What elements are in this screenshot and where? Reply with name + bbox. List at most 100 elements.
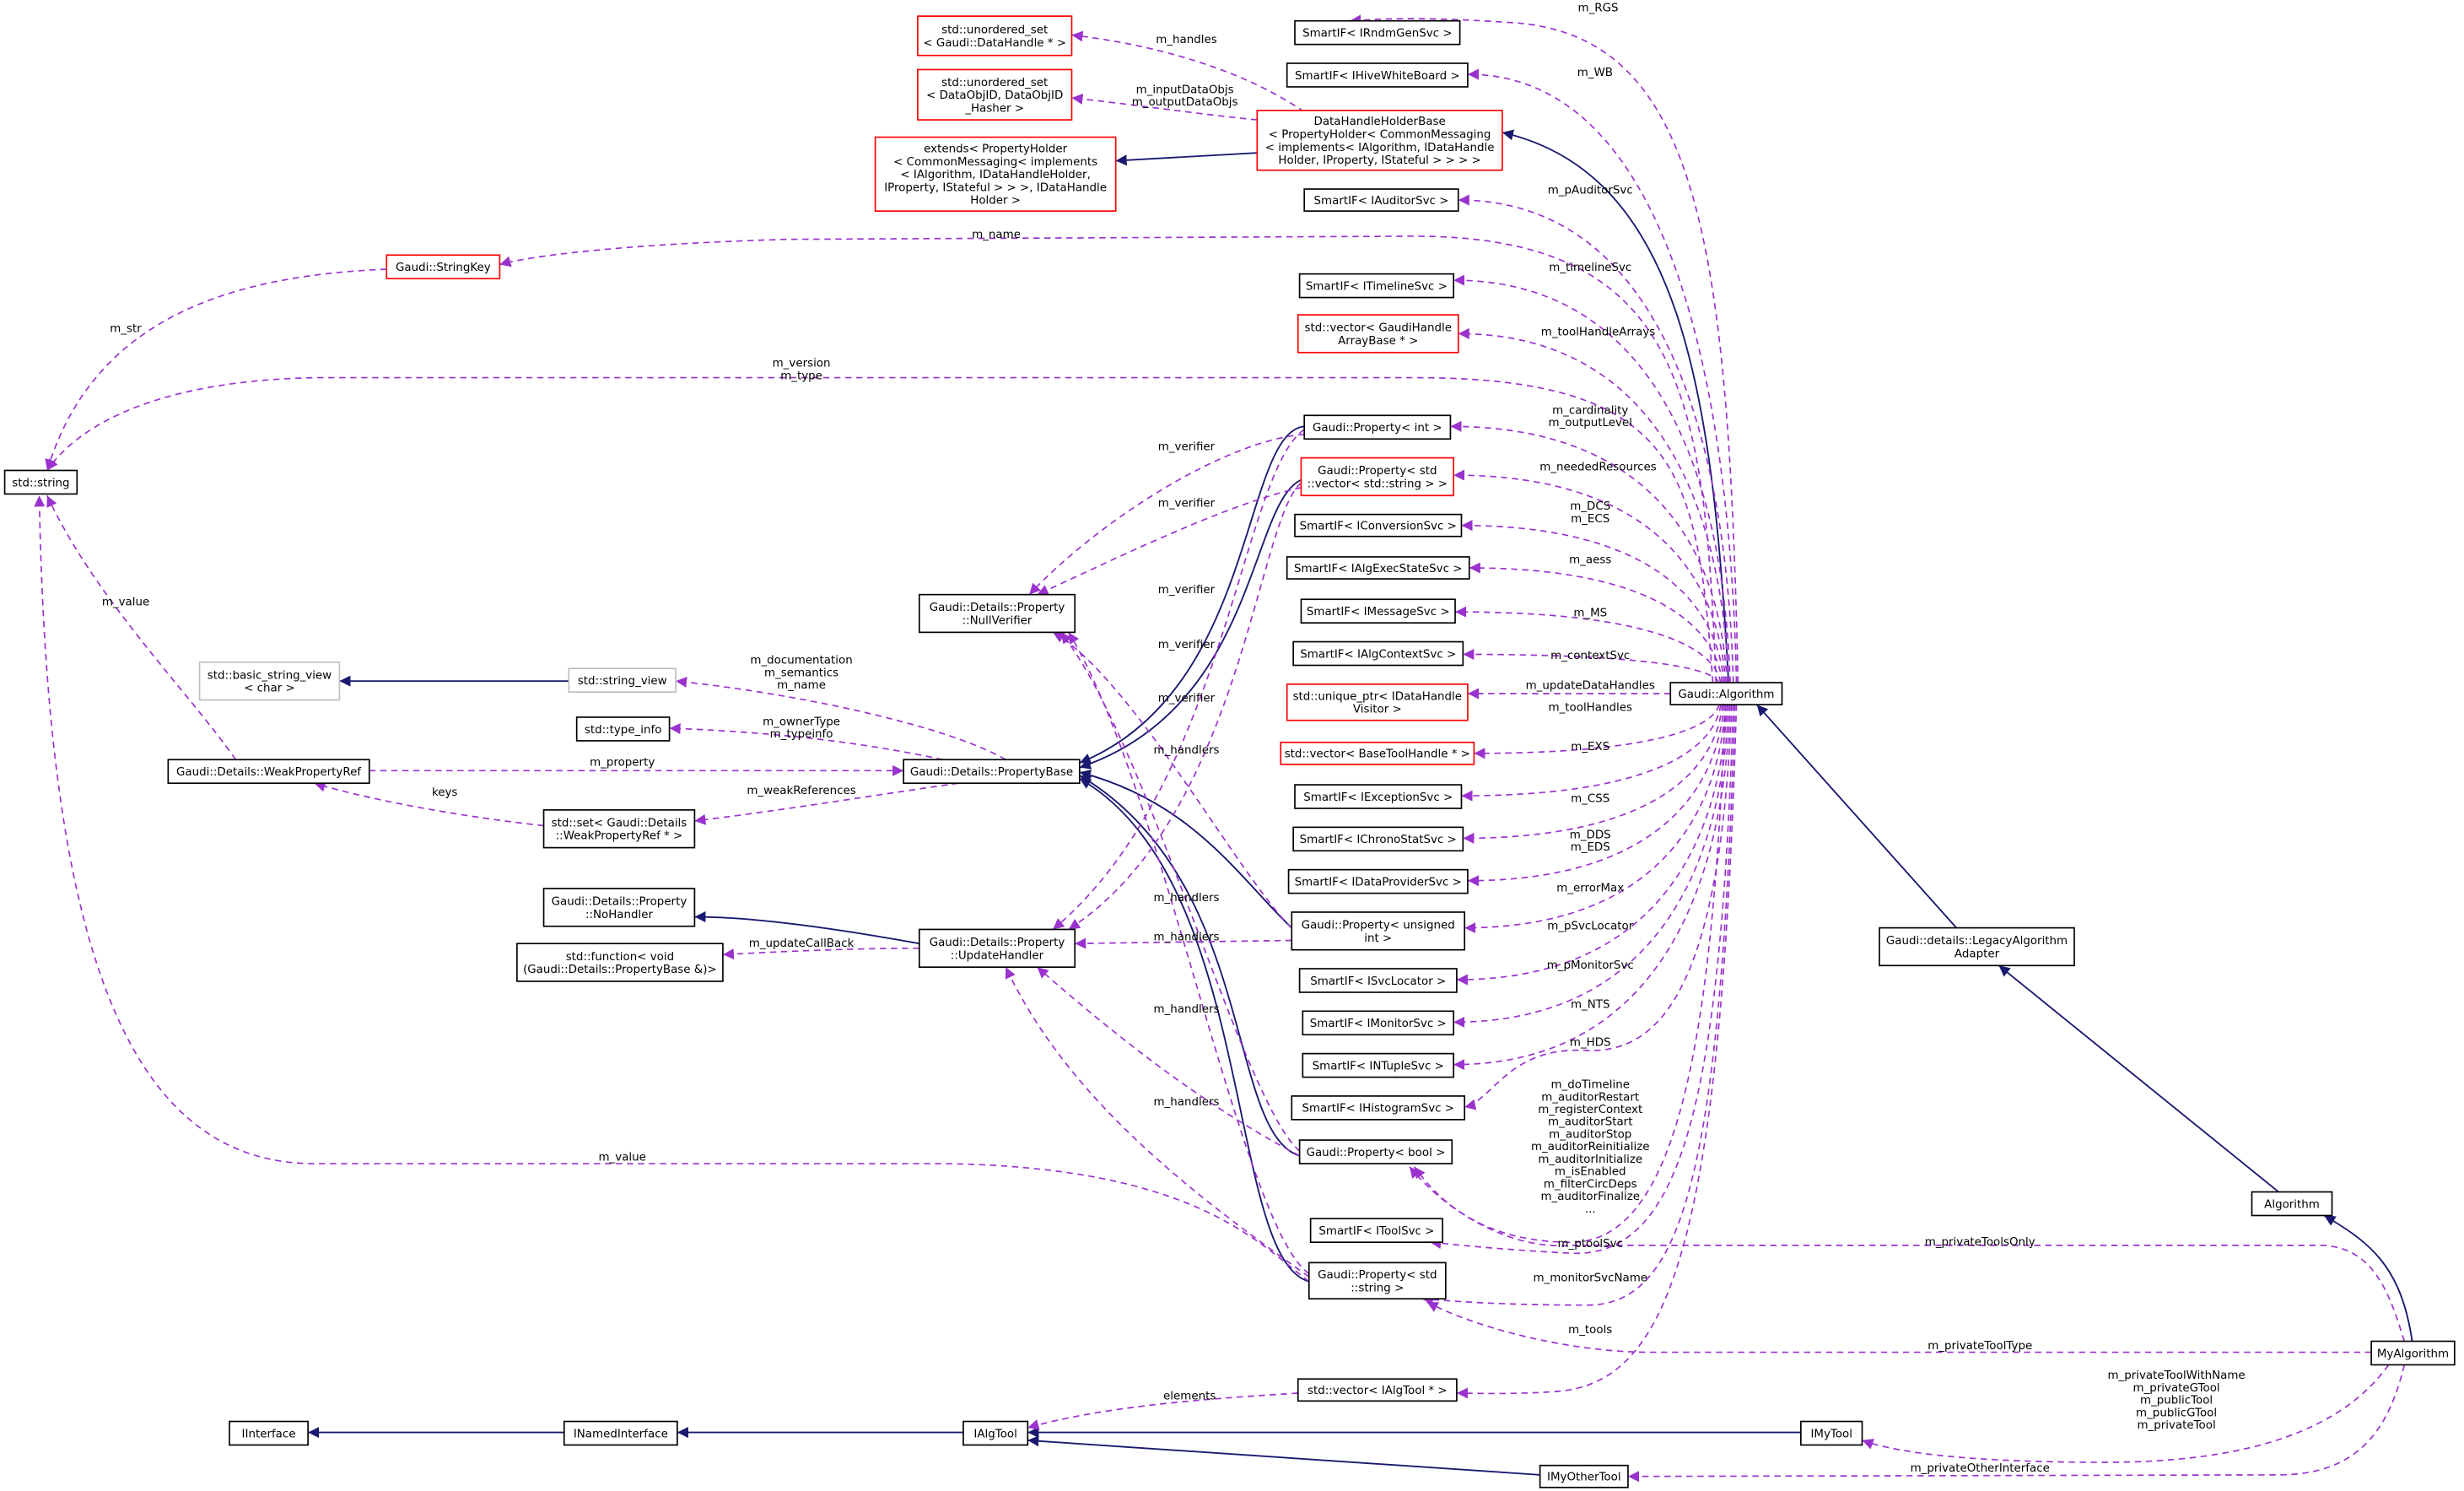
class-node-pbool[interactable]: Gaudi::Property< bool > [1298, 1139, 1453, 1164]
class-node-ntuple[interactable]: SmartIF< INTupleSvc > [1302, 1052, 1455, 1078]
class-node-dps[interactable]: SmartIF< IDataProviderSvc > [1287, 868, 1469, 894]
class-node-box [917, 15, 1073, 57]
class-node-pvec[interactable]: Gaudi::Property< std::vector< std::strin… [1300, 456, 1455, 497]
class-node-stringkey[interactable]: Gaudi::StringKey [386, 254, 501, 280]
class-node-box [1298, 968, 1458, 993]
class-node-sv[interactable]: std::string_view [568, 667, 677, 694]
class-node-string[interactable]: std::string [3, 469, 78, 495]
edge-galg-to-vbth [1474, 704, 1720, 759]
class-node-msg[interactable]: SmartIF< IMessageSvc > [1300, 598, 1456, 624]
class-node-label: SmartIF< IDataProviderSvc > [1295, 876, 1462, 889]
class-node-box [563, 1420, 678, 1446]
class-node-label: < IAlgorithm, IDataHandleHolder, [900, 169, 1090, 181]
class-node-exc[interactable]: SmartIF< IExceptionSvc > [1294, 784, 1463, 809]
class-node-box [918, 928, 1076, 969]
class-node-inamed[interactable]: INamedInterface [563, 1420, 678, 1446]
class-node-uset_dh[interactable]: std::unordered_set< Gaudi::DataHandle * … [917, 15, 1073, 57]
class-node-wpr[interactable]: Gaudi::Details::WeakPropertyRef [167, 759, 370, 785]
edge-label: m_privateToolWithName m_privateGTool m_pub… [2107, 1369, 2245, 1432]
class-node-label: DataHandleHolderBase [1314, 116, 1446, 128]
class-node-label: Gaudi::details::LegacyAlgorithm [1886, 935, 2068, 948]
class-node-pstr[interactable]: Gaudi::Property< std::string > [1307, 1261, 1447, 1300]
class-node-label: SmartIF< ITimelineSvc > [1306, 280, 1448, 293]
class-node-mon[interactable]: SmartIF< IMonitorSvc > [1302, 1010, 1455, 1036]
class-node-label: IInterface [242, 1428, 296, 1440]
class-node-svcloc[interactable]: SmartIF< ISvcLocator > [1298, 968, 1458, 993]
class-node-label: IMyTool [1810, 1428, 1852, 1440]
edge-label-line: m_ptoolSvc [1557, 1238, 1622, 1251]
class-node-label: std::vector< GaudiHandle [1305, 322, 1452, 335]
class-node-vbth[interactable]: std::vector< BaseToolHandle * > [1280, 741, 1475, 765]
class-node-toolsvc[interactable]: SmartIF< IToolSvc > [1309, 1218, 1443, 1244]
class-node-nullver[interactable]: Gaudi::Details::Property::NullVerifier [918, 593, 1076, 634]
class-node-alg[interactable]: Algorithm [2251, 1191, 2333, 1217]
class-node-label: Gaudi::Details::Property [552, 896, 687, 909]
class-node-box [542, 888, 696, 927]
class-node-uset_doid[interactable]: std::unordered_set< DataObjID, DataObjID… [917, 68, 1073, 121]
class-node-box [1286, 683, 1469, 721]
class-node-label: IAlgTool [973, 1428, 1016, 1440]
edge-galg-to-pbool [1413, 705, 1727, 1244]
edges-layer [34, 14, 2413, 1483]
class-node-box [386, 254, 501, 280]
class-node-box [568, 667, 677, 694]
edge-label-line: m_publicTool [2140, 1395, 2213, 1407]
class-node-hive[interactable]: SmartIF< IHiveWhiteBoard > [1286, 62, 1469, 88]
class-node-box [516, 943, 724, 982]
class-node-bsv[interactable]: std::basic_string_view< char > [198, 661, 341, 701]
edge-puns-to-uhandler [1075, 937, 1292, 949]
edge-label-line: m_typeinfo [770, 728, 833, 741]
edge-label: m_weakReferences [747, 785, 855, 797]
class-node-pint[interactable]: Gaudi::Property< int > [1303, 414, 1452, 440]
edge-label-line: m_updateCallBack [749, 937, 855, 950]
class-node-set[interactable]: std::set< Gaudi::Details::WeakPropertyRe… [542, 809, 696, 849]
class-node-auditor[interactable]: SmartIF< IAuditorSvc > [1303, 188, 1459, 212]
edge-label: m_handlers [1153, 931, 1219, 943]
edge-galg-to-string [46, 376, 1714, 683]
class-node-extends[interactable]: extends< PropertyHolder< CommonMessaging… [874, 136, 1117, 212]
class-node-aess[interactable]: SmartIF< IAlgExecStateSvc > [1286, 556, 1470, 580]
edge-wpr-to-string [46, 494, 237, 760]
class-node-rndm[interactable]: SmartIF< IRndmGenSvc > [1294, 19, 1461, 46]
class-node-label: < Gaudi::DataHandle * > [923, 37, 1066, 50]
class-node-label: Gaudi::StringKey [396, 262, 491, 274]
class-node-uhandler[interactable]: Gaudi::Details::Property::UpdateHandler [918, 928, 1076, 969]
edge-pvec-to-uhandler [1068, 482, 1302, 931]
class-node-imytool[interactable]: IMyTool [1800, 1420, 1863, 1446]
class-node-func[interactable]: std::function< void(Gaudi::Details::Prop… [516, 943, 724, 982]
class-node-chrono[interactable]: SmartIF< IChronoStatSvc > [1292, 826, 1464, 852]
class-node-pbase[interactable]: Gaudi::Details::PropertyBase [903, 759, 1081, 785]
class-node-myalg[interactable]: MyAlgorithm [2370, 1340, 2456, 1366]
edge-label-line: m_publicGTool [2136, 1407, 2217, 1419]
class-node-typeinfo[interactable]: std::type_info [575, 716, 671, 742]
edge-dhhb-to-uset_doid [1071, 93, 1258, 121]
class-node-timeline[interactable]: SmartIF< ITimelineSvc > [1298, 273, 1455, 299]
class-node-dhhb[interactable]: DataHandleHolderBase< PropertyHolder< Co… [1256, 110, 1503, 171]
class-node-box [918, 593, 1076, 634]
class-node-label: ::vector< std::string > > [1307, 478, 1448, 490]
class-node-iinterface[interactable]: IInterface [229, 1420, 309, 1446]
edge-label-line: m_monitorSvcName [1533, 1272, 1647, 1285]
class-node-ctx[interactable]: SmartIF< IAlgContextSvc > [1292, 640, 1464, 667]
class-node-galg[interactable]: Gaudi::Algorithm [1669, 682, 1783, 705]
class-node-label: Algorithm [2264, 1198, 2320, 1211]
edge-dhhb-to-uset_dh [1071, 30, 1305, 113]
class-node-hist[interactable]: SmartIF< IHistogramSvc > [1291, 1095, 1466, 1121]
edge-uhandler-to-nohandler [694, 911, 919, 945]
class-node-label: ArrayBase * > [1338, 335, 1418, 348]
edge-galg-to-rndm [1350, 14, 1739, 683]
class-node-valgtool[interactable]: std::vector< IAlgTool * > [1297, 1378, 1458, 1402]
class-node-nohandler[interactable]: Gaudi::Details::Property::NoHandler [542, 888, 696, 927]
edge-label: m_pSvcLocator [1547, 920, 1634, 932]
class-node-conv[interactable]: SmartIF< IConversionSvc > [1294, 513, 1463, 538]
edge-label-line: m_handles [1156, 34, 1216, 46]
class-node-label: Gaudi::Details::Property [930, 602, 1065, 614]
class-node-ialgtool[interactable]: IAlgTool [962, 1420, 1029, 1446]
class-node-box [1302, 1052, 1455, 1078]
class-node-imyother[interactable]: IMyOtherTool [1539, 1464, 1629, 1488]
class-node-label: < implements< IAlgorithm, IDataHandle [1265, 142, 1495, 154]
